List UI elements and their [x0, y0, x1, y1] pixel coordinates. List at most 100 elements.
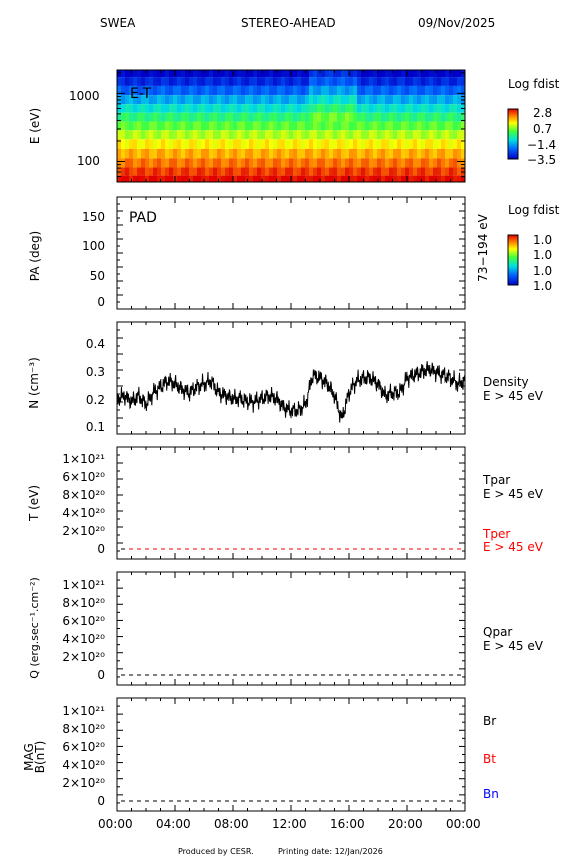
spectrogram-cell [229, 112, 234, 122]
spectrogram-cell [153, 175, 158, 182]
spectrogram-cell [393, 95, 398, 105]
spectrogram-cell [137, 95, 142, 105]
spectrogram-cell [129, 139, 134, 149]
spectrogram-cell [317, 148, 322, 159]
spectrogram-cell [137, 104, 142, 113]
spectrogram-cell [397, 95, 402, 105]
spectrogram-cell [381, 77, 386, 86]
colorbar [507, 108, 519, 160]
spectrogram-cell [297, 104, 302, 113]
spectrogram-cell [241, 148, 246, 159]
spectrogram-cell [277, 77, 282, 86]
spectrogram-cell [349, 85, 354, 96]
panel-frame [116, 446, 466, 560]
spectrogram-cell [249, 130, 254, 140]
spectrogram-cell [401, 158, 406, 168]
spectrogram-cell [361, 112, 366, 122]
spectrogram-cell [389, 70, 394, 78]
spectrogram-cell [193, 167, 198, 176]
spectrogram-cell [301, 175, 306, 182]
spectrogram-cell [265, 148, 270, 159]
spectrogram-cell [129, 175, 134, 182]
spectrogram-cell [265, 95, 270, 105]
spectrogram-cell [325, 85, 330, 96]
spectrogram-cell [233, 70, 238, 78]
y-tick-label: 0 [97, 542, 105, 556]
spectrogram-cell [449, 167, 454, 176]
spectrogram-cell [373, 139, 378, 149]
spectrogram-cell [209, 85, 214, 96]
spectrogram-cell [201, 112, 206, 122]
spectrogram-cell [281, 85, 286, 96]
spectrogram-cell [329, 104, 334, 113]
spectrogram-cell [385, 139, 390, 149]
spectrogram-cell [133, 121, 138, 131]
spectrogram-cell [445, 121, 450, 131]
spectrogram-cell [437, 158, 442, 168]
spectrogram-cell [289, 130, 294, 140]
spectrogram-cell [445, 148, 450, 159]
spectrogram-cell [173, 104, 178, 113]
spectrogram-cell [241, 121, 246, 131]
header-instrument: SWEA [100, 16, 136, 30]
spectrogram-cell [245, 77, 250, 86]
spectrogram-cell [309, 104, 314, 113]
spectrogram-cell [381, 85, 386, 96]
spectrogram-cell [385, 77, 390, 86]
spectrogram-cell [297, 167, 302, 176]
spectrogram-cell [285, 148, 290, 159]
spectrogram-cell [341, 70, 346, 78]
spectrogram-cell [253, 130, 258, 140]
y-axis-label: T (eV) [27, 485, 41, 522]
spectrogram-cell [293, 85, 298, 96]
spectrogram-cell [289, 121, 294, 131]
spectrogram-cell [193, 139, 198, 149]
spectrogram-cell [249, 158, 254, 168]
spectrogram-cell [137, 112, 142, 122]
spectrogram-cell [209, 95, 214, 105]
spectrogram-cell [181, 104, 186, 113]
spectrogram-cell [229, 85, 234, 96]
spectrogram-cell [425, 85, 430, 96]
spectrogram-cell [389, 167, 394, 176]
spectrogram-cell [257, 130, 262, 140]
spectrogram-cell [285, 85, 290, 96]
spectrogram-cell [233, 104, 238, 113]
spectrogram-cell [385, 112, 390, 122]
spectrogram-cell [409, 139, 414, 149]
spectrogram-cell [333, 148, 338, 159]
spectrogram-cell [181, 121, 186, 131]
spectrogram-cell [337, 158, 342, 168]
spectrogram-cell [245, 139, 250, 149]
spectrogram-cell [285, 70, 290, 78]
spectrogram-cell [377, 139, 382, 149]
spectrogram-cell [229, 104, 234, 113]
spectrogram-cell [417, 85, 422, 96]
spectrogram-cell [189, 148, 194, 159]
x-tick-label: 12:00 [272, 817, 307, 831]
spectrogram-cell [325, 167, 330, 176]
spectrogram-cell [321, 167, 326, 176]
spectrogram-cell [277, 104, 282, 113]
spectrogram-cell [425, 70, 430, 78]
spectrogram-cell [177, 167, 182, 176]
spectrogram-cell [361, 158, 366, 168]
spectrogram-cell [269, 104, 274, 113]
spectrogram-cell [281, 158, 286, 168]
panel-label-et: E-T [130, 86, 152, 102]
spectrogram-cell [421, 70, 426, 78]
spectrogram-cell [129, 167, 134, 176]
spectrogram-cell [261, 121, 266, 131]
spectrogram-cell [329, 112, 334, 122]
spectrogram-cell [221, 104, 226, 113]
spectrogram-cell [157, 139, 162, 149]
spectrogram-cell [205, 95, 210, 105]
spectrogram-cell [377, 85, 382, 96]
spectrogram-cell [441, 139, 446, 149]
spectrogram-cell [309, 95, 314, 105]
spectrogram-cell [397, 121, 402, 131]
spectrogram-cell [269, 112, 274, 122]
spectrogram-cell [257, 85, 262, 96]
spectrogram-cell [437, 85, 442, 96]
spectrogram-cell [397, 77, 402, 86]
